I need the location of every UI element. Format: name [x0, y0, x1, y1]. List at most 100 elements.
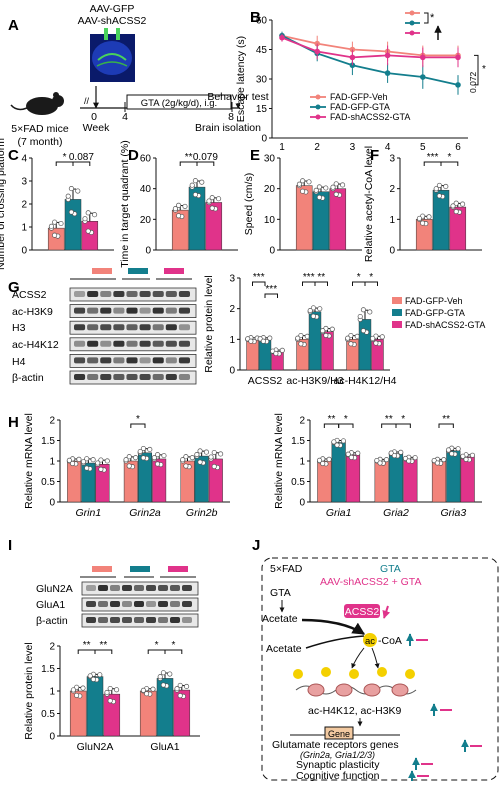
sig-label: *** [253, 272, 265, 283]
data-point [183, 463, 189, 469]
bar-C-0-0 [47, 227, 65, 251]
y-tick-label: 2 [229, 304, 235, 315]
g-blot-band [165, 340, 177, 347]
data-point [209, 205, 215, 211]
i-blot-band [182, 601, 192, 607]
y-tick-label: 2 [389, 184, 395, 195]
y-tick-label: 60 [256, 16, 268, 27]
data-point [184, 683, 190, 690]
data-point [300, 188, 306, 194]
g-blot-band [74, 374, 86, 380]
data-point [68, 186, 74, 192]
bar-E-0-2 [329, 188, 347, 251]
data-point [104, 689, 110, 696]
data-point [450, 203, 456, 209]
y-tick-label: 2 [49, 416, 55, 427]
g-blot-band [178, 291, 190, 297]
y-tick-label: 30 [264, 154, 276, 165]
g-legend-gta: FAD-GFP-GTA [405, 308, 465, 318]
sig-label: ** [185, 152, 193, 163]
sig-label: * [155, 640, 159, 651]
data-point [95, 460, 101, 466]
y-tick-label: 15 [256, 104, 268, 115]
j-glu-label: Glutamate receptors genes [272, 739, 399, 751]
data-point [98, 457, 104, 463]
bar-E-0-0 [295, 185, 313, 251]
data-point [433, 186, 439, 192]
blot-label-bactin-i: β-actin [36, 615, 68, 627]
data-point [216, 196, 222, 202]
sig-label: * [401, 414, 405, 425]
bar-H2-2-2 [460, 456, 475, 503]
data-point [176, 213, 182, 219]
i-blot-band [158, 617, 168, 623]
y-tick-label: 0 [145, 246, 151, 257]
i-blot-band [182, 585, 192, 591]
data-point [320, 328, 326, 334]
data-point [197, 448, 203, 454]
data-point [206, 198, 212, 204]
y-tick-label: 10 [264, 215, 276, 226]
sig-label: *** [265, 284, 277, 295]
panel-letter-i: I [8, 537, 12, 554]
data-point [345, 335, 351, 341]
b-key-sig: * [430, 12, 435, 24]
mice-label: 5×FAD mice [11, 123, 69, 135]
y-tick-label: 1 [389, 215, 395, 226]
y-tick-label: 1.5 [41, 436, 55, 447]
timeline-week-label: Week [83, 122, 110, 134]
virus-label-gfp: AAV-GFP [90, 3, 135, 15]
bar-H2-1-0 [374, 460, 389, 503]
data-point [298, 332, 304, 339]
sig-label: 0.072 [468, 71, 478, 93]
i-blot-band [122, 585, 132, 591]
g-blot-band [152, 324, 164, 331]
y-tick-label: 0.5 [41, 709, 55, 720]
data-point [92, 212, 98, 218]
data-point [85, 210, 91, 216]
data-point [306, 179, 312, 185]
y-tick-label: 1 [299, 457, 305, 468]
i-blot-band [134, 585, 144, 591]
g-blot-band [152, 291, 164, 297]
sig-label: 0.079 [193, 152, 218, 163]
x-tick-label: 6 [455, 142, 461, 153]
data-point [412, 455, 418, 461]
data-point [140, 445, 146, 452]
data-point [330, 184, 336, 190]
data-point [445, 447, 452, 453]
sig-label: *** [427, 152, 439, 163]
g-blot-band [74, 357, 86, 364]
g-blot-band [178, 340, 190, 347]
i-blot-band [170, 585, 180, 591]
j-gta-input: GTA [270, 587, 291, 599]
sig-bracket [440, 161, 459, 166]
data-point [317, 306, 323, 312]
data-point [449, 451, 455, 457]
g-blot-band [113, 307, 125, 314]
y-tick-label: 0 [49, 732, 55, 743]
timeline-tick-4: 4 [122, 111, 128, 123]
data-point [469, 452, 476, 458]
data-point [340, 182, 346, 188]
sig-bracket [474, 54, 479, 86]
x-category-label: Gria3 [440, 507, 466, 519]
j-acss2-label: ACSS2 [345, 606, 380, 618]
sig-bracket [338, 423, 354, 428]
mice-age: (7 month) [18, 136, 63, 148]
data-point [260, 338, 266, 344]
legend-gta: FAD-GFP-GTA [330, 102, 390, 112]
blot-label-ach4k12: ac-H4K12 [12, 339, 59, 351]
data-point [199, 179, 205, 185]
x-tick-label: 4 [385, 142, 391, 153]
data-point [360, 307, 366, 313]
g-blot-band [165, 307, 177, 314]
x-tick-label: 5 [420, 142, 426, 153]
g-blot-band [178, 307, 190, 314]
data-point [373, 340, 379, 346]
g-blot-band [126, 357, 138, 364]
g-blot-band [74, 291, 86, 297]
data-point [155, 461, 161, 467]
blot-label-h3: H3 [12, 322, 26, 334]
j-title-gta: GTA [380, 563, 401, 575]
